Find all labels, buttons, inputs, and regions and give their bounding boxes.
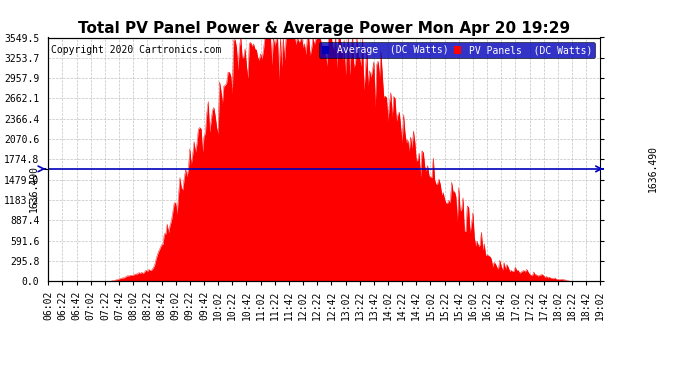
Legend: Average  (DC Watts), PV Panels  (DC Watts): Average (DC Watts), PV Panels (DC Watts) bbox=[319, 42, 595, 58]
Text: 1636.490: 1636.490 bbox=[648, 146, 658, 192]
Text: Copyright 2020 Cartronics.com: Copyright 2020 Cartronics.com bbox=[51, 45, 221, 55]
Title: Total PV Panel Power & Average Power Mon Apr 20 19:29: Total PV Panel Power & Average Power Mon… bbox=[78, 21, 571, 36]
